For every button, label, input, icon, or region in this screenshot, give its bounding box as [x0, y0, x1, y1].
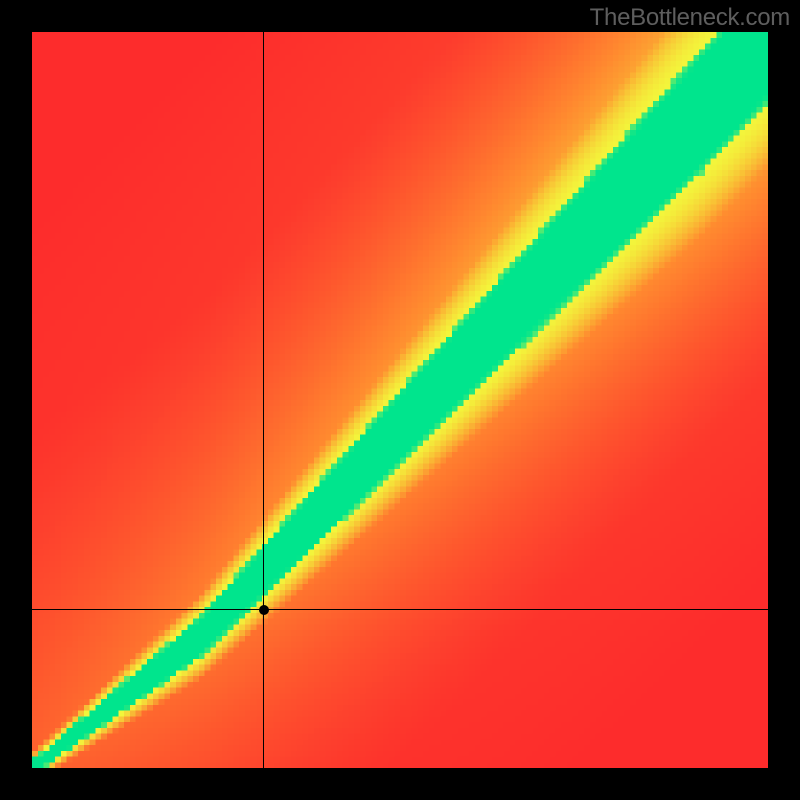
crosshair-vertical — [263, 32, 264, 768]
heatmap-canvas — [32, 32, 768, 768]
crosshair-marker — [259, 605, 269, 615]
plot-area — [32, 32, 768, 768]
chart-container: TheBottleneck.com — [0, 0, 800, 800]
crosshair-horizontal — [32, 609, 768, 610]
watermark-text: TheBottleneck.com — [590, 4, 790, 32]
